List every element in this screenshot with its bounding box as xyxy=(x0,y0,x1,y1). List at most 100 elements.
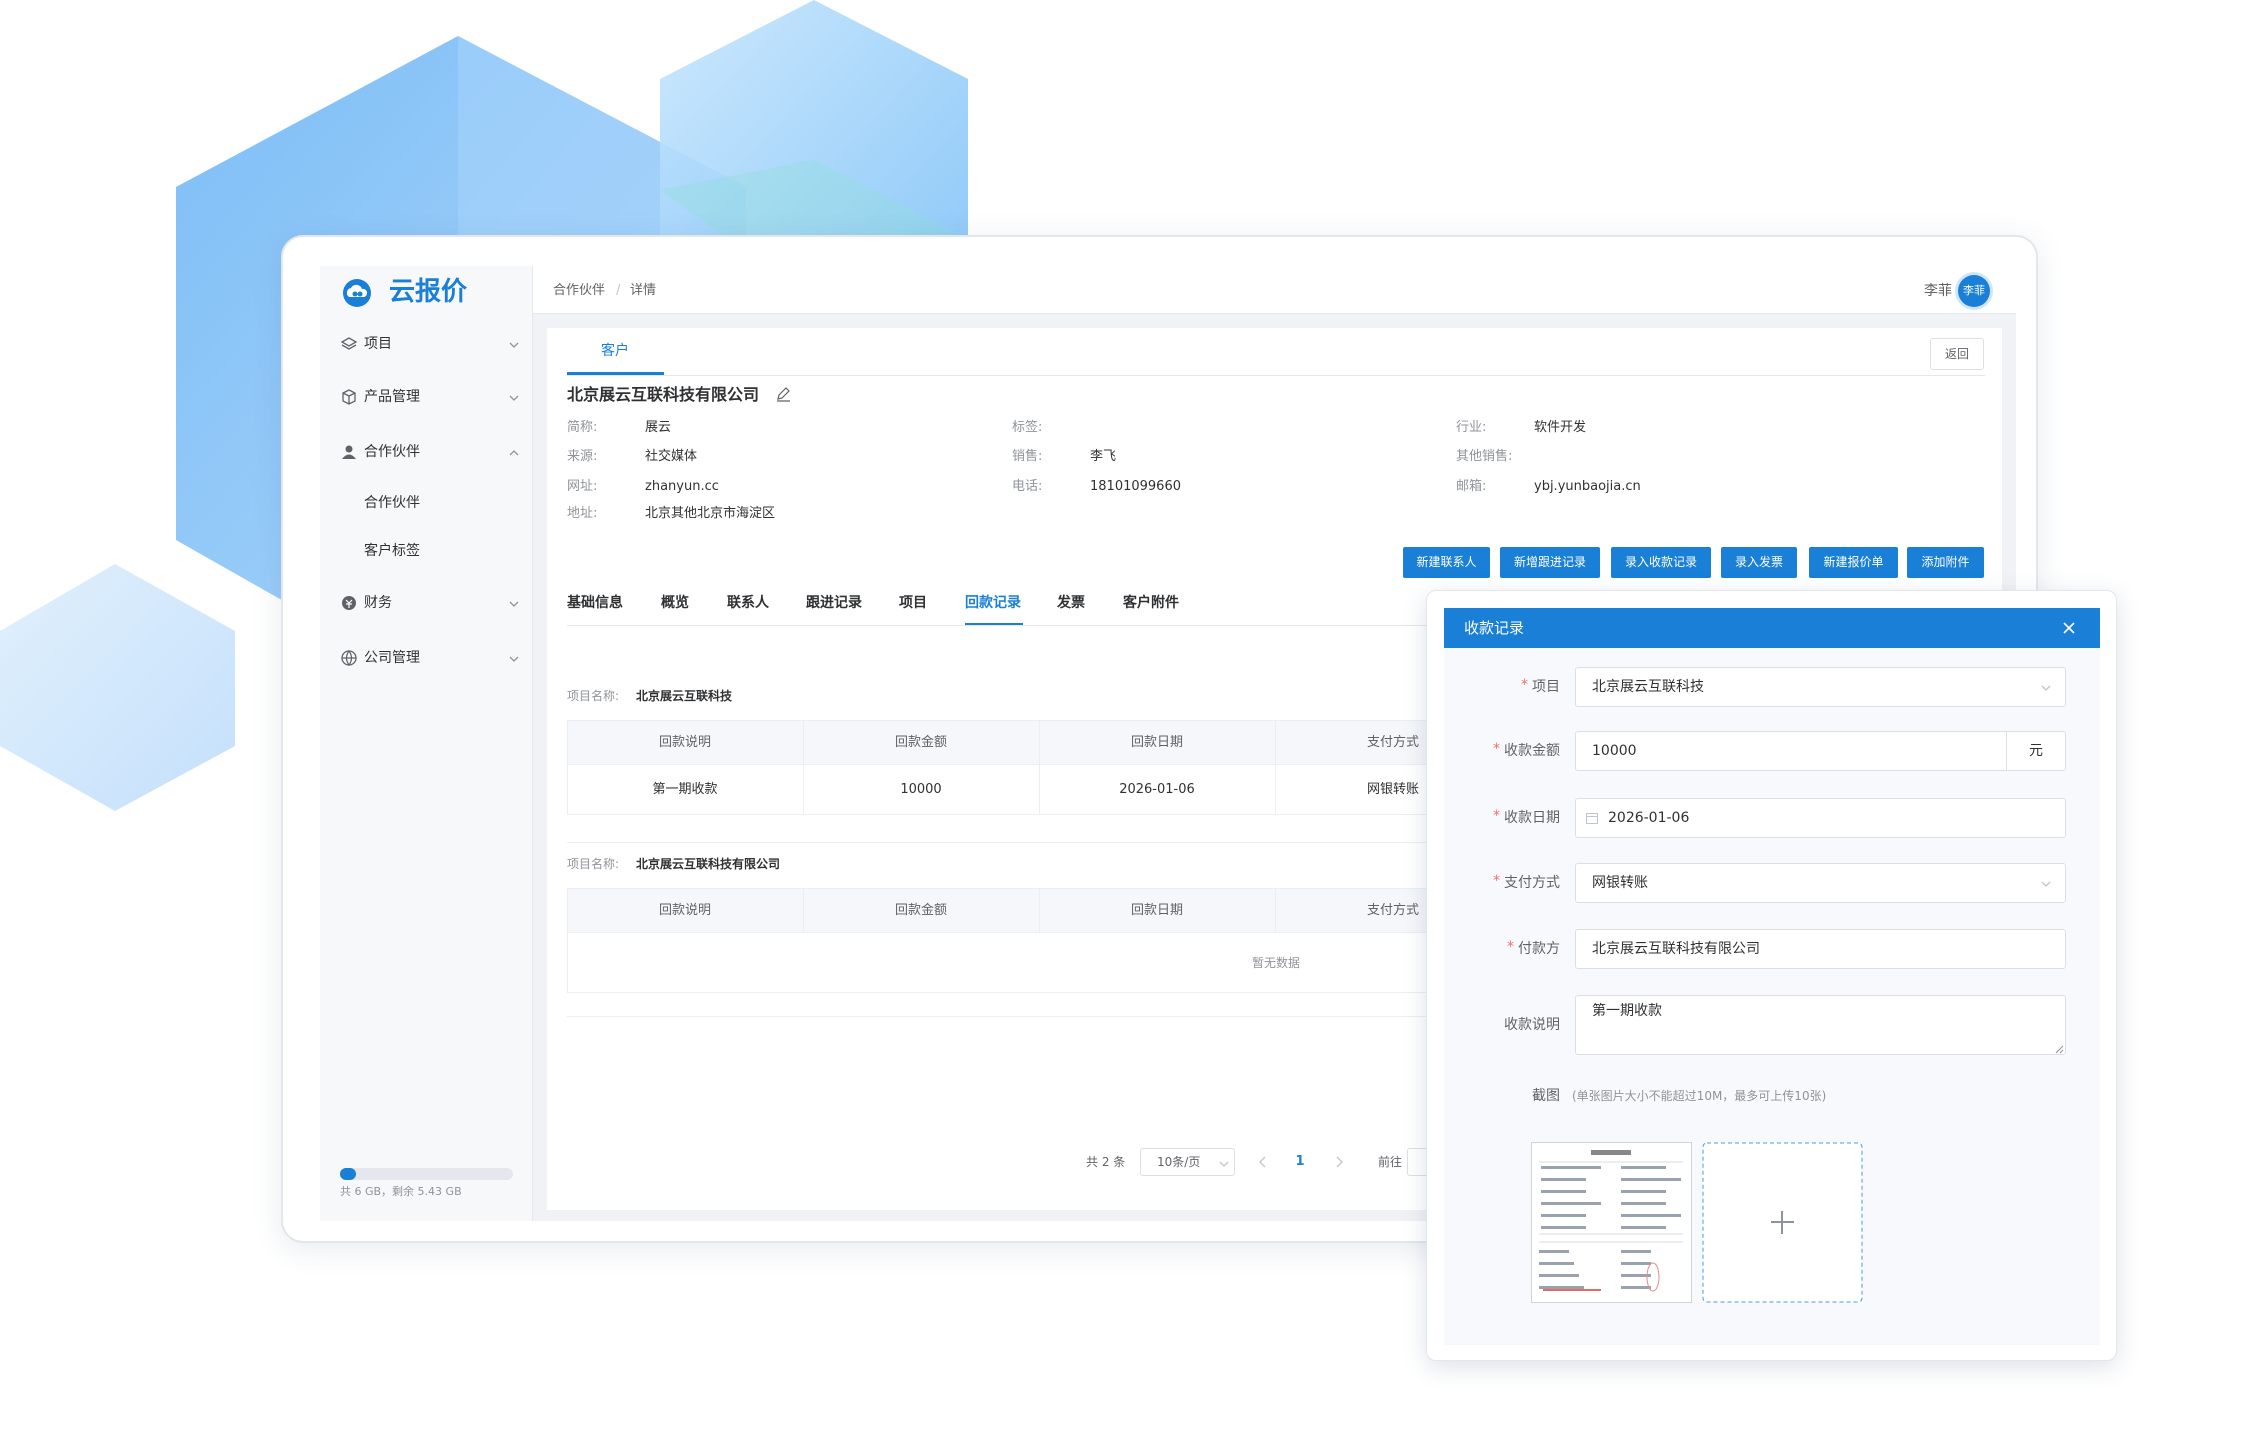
field-label: 网址: xyxy=(567,479,598,494)
detail-tab[interactable]: 概览 xyxy=(661,595,689,611)
top-bar xyxy=(533,266,2016,314)
tab-underline xyxy=(567,372,664,375)
required-mark: * xyxy=(1493,741,1500,757)
detail-tab[interactable]: 基础信息 xyxy=(567,595,623,611)
detail-tab[interactable]: 联系人 xyxy=(727,595,769,611)
page-size-select[interactable]: 10条/页 xyxy=(1140,1148,1235,1176)
user-avatar[interactable]: 李菲 xyxy=(1958,275,1990,307)
form-label: 收款金额 xyxy=(1504,743,1560,759)
menu-item[interactable]: 公司管理 xyxy=(364,650,420,666)
column-header: 回款说明 xyxy=(658,903,712,918)
storage-used xyxy=(340,1168,356,1180)
form-value: 2026-01-06 xyxy=(1608,810,1690,826)
field-value: ybj.yunbaojia.cn xyxy=(1534,479,1641,494)
input-unit: 元 xyxy=(2006,731,2066,771)
column-divider xyxy=(803,888,804,933)
menu-icon xyxy=(340,649,358,667)
detail-tab[interactable]: 客户附件 xyxy=(1123,595,1179,611)
modal-close[interactable] xyxy=(2061,620,2077,636)
chevron-icon xyxy=(508,447,520,457)
form-input[interactable] xyxy=(1575,863,2066,903)
column-header: 回款金额 xyxy=(894,903,948,918)
form-value: 北京展云互联科技 xyxy=(1592,679,1704,695)
field-value: 18101099660 xyxy=(1090,479,1181,494)
form-input[interactable] xyxy=(1575,798,2066,838)
chevron-icon xyxy=(508,598,520,608)
menu-icon xyxy=(340,335,358,353)
submenu-item[interactable]: 客户标签 xyxy=(364,543,420,559)
action-button[interactable]: 新建联系人 xyxy=(1403,547,1490,578)
field-label: 其他销售: xyxy=(1456,449,1513,464)
current-page[interactable]: 1 xyxy=(1295,1154,1305,1169)
project-name: 北京展云互联科技 xyxy=(636,689,733,703)
prev-page[interactable] xyxy=(1257,1155,1269,1169)
submenu-item[interactable]: 合作伙伴 xyxy=(364,495,420,511)
required-mark: * xyxy=(1521,677,1528,693)
upload-label: 截图 xyxy=(1532,1088,1560,1104)
column-divider xyxy=(1275,888,1276,933)
customer-tab[interactable]: 客户 xyxy=(601,343,629,359)
detail-tab[interactable]: 发票 xyxy=(1057,595,1085,611)
user-name: 李菲 xyxy=(1924,283,1952,299)
goto-label: 前往 xyxy=(1378,1155,1403,1169)
chevron-icon xyxy=(1218,1158,1230,1168)
column-header: 回款日期 xyxy=(1130,903,1184,918)
form-label: 收款日期 xyxy=(1504,810,1560,826)
back-button[interactable]: 返回 xyxy=(1929,338,1985,370)
column-divider xyxy=(1039,720,1040,815)
action-button[interactable]: 新增跟进记录 xyxy=(1500,547,1600,578)
form-label: 收款说明 xyxy=(1504,1017,1560,1033)
action-button[interactable]: 新建报价单 xyxy=(1809,547,1898,578)
action-button[interactable]: 录入收款记录 xyxy=(1611,547,1711,578)
menu-icon xyxy=(340,388,358,406)
upload-hint: (单张图片大小不能超过10M，最多可上传10张) xyxy=(1572,1089,1827,1103)
calendar-icon xyxy=(1585,811,1599,825)
sidebar xyxy=(320,266,533,1221)
modal-title: 收款记录 xyxy=(1464,619,1525,637)
project-label: 项目名称: xyxy=(567,689,620,703)
form-value: 10000 xyxy=(1592,743,1637,759)
breadcrumb-item[interactable]: 合作伙伴 xyxy=(553,283,606,298)
column-header: 回款日期 xyxy=(1130,735,1184,750)
brand: 云报价 xyxy=(389,277,468,307)
form-input[interactable] xyxy=(1575,667,2066,707)
detail-tab[interactable]: 回款记录 xyxy=(965,595,1021,611)
field-value: 社交媒体 xyxy=(645,449,698,464)
field-label: 行业: xyxy=(1456,420,1487,435)
field-label: 邮箱: xyxy=(1456,479,1487,494)
receipt-thumbnail[interactable] xyxy=(1531,1142,1692,1303)
storage-track xyxy=(340,1168,513,1180)
menu-item[interactable]: 合作伙伴 xyxy=(364,444,420,460)
action-button[interactable]: 录入发票 xyxy=(1721,547,1797,578)
table-cell: 第一期收款 xyxy=(652,782,718,797)
column-header: 回款说明 xyxy=(658,735,712,750)
table-cell: 网银转账 xyxy=(1366,782,1420,797)
logo-icon xyxy=(343,279,371,307)
menu-item[interactable]: 项目 xyxy=(364,336,392,352)
field-label: 标签: xyxy=(1012,420,1043,435)
menu-item[interactable]: 财务 xyxy=(364,595,392,611)
active-tab-underline xyxy=(965,623,1023,625)
pagination-total: 共 2 条 xyxy=(1086,1155,1126,1169)
detail-tab[interactable]: 跟进记录 xyxy=(806,595,862,611)
upload-box[interactable] xyxy=(1702,1142,1863,1303)
form-label: 支付方式 xyxy=(1504,875,1560,891)
edit-icon[interactable] xyxy=(774,385,792,403)
form-input[interactable] xyxy=(1575,731,2007,771)
field-value: 展云 xyxy=(645,420,672,435)
required-mark: * xyxy=(1493,808,1500,824)
form-input[interactable] xyxy=(1575,929,2066,969)
column-header: 支付方式 xyxy=(1366,903,1420,918)
field-label: 来源: xyxy=(567,449,598,464)
field-value: zhanyun.cc xyxy=(645,479,719,494)
field-label: 简称: xyxy=(567,420,598,435)
field-value: 李飞 xyxy=(1090,449,1117,464)
detail-tab[interactable]: 项目 xyxy=(899,595,927,611)
menu-item[interactable]: 产品管理 xyxy=(364,389,420,405)
required-mark: * xyxy=(1507,939,1514,955)
form-input[interactable] xyxy=(1575,995,2066,1055)
next-page[interactable] xyxy=(1333,1155,1345,1169)
action-button[interactable]: 添加附件 xyxy=(1907,547,1984,578)
breadcrumb-separator: / xyxy=(616,283,621,298)
